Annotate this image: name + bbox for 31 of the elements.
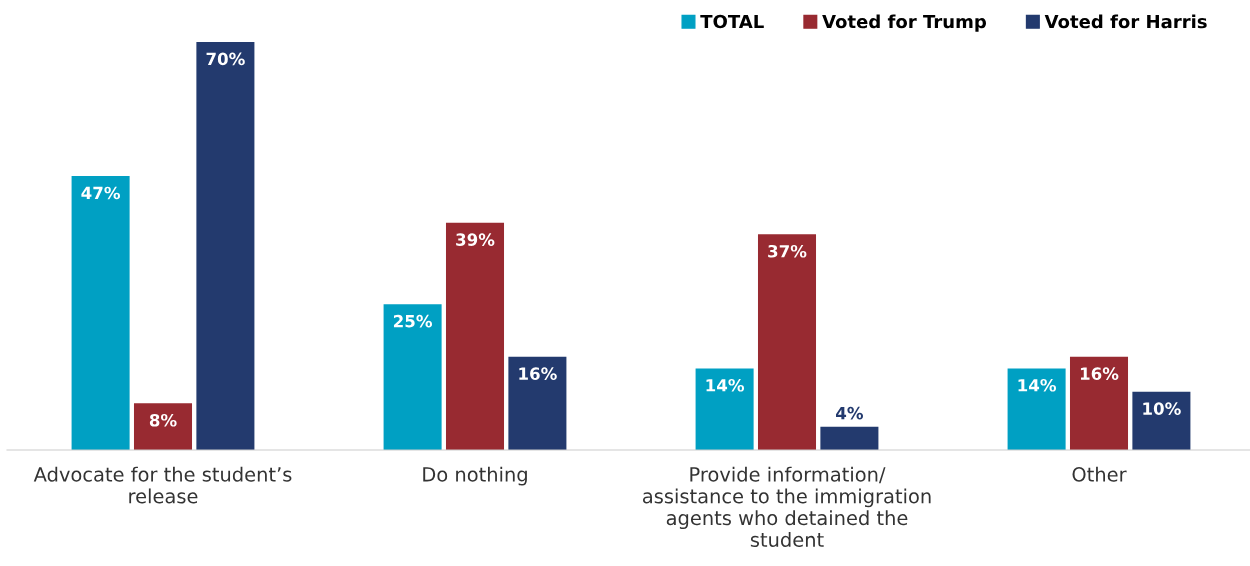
bar [1007,368,1066,450]
data-label: 14% [1018,378,1057,392]
bar [820,426,879,450]
data-label: 16% [1080,367,1119,380]
x-tick-label: Do nothing [423,466,527,486]
x-tick-label: Other [1072,466,1127,482]
legend-label: Voted for Trump [822,14,987,32]
bar [383,304,442,450]
bar [196,42,255,450]
data-label: 10% [1143,402,1181,415]
legend-label: TOTAL [700,14,764,29]
bar [71,176,130,450]
data-label: 39% [456,233,495,246]
data-label: 16% [519,367,557,380]
bar [445,222,505,450]
bar [1069,356,1129,450]
bar [757,234,817,450]
data-label: 70% [206,52,245,66]
legend-label: Voted for Harris [1044,14,1207,29]
bar [695,368,754,450]
bar [508,356,567,450]
data-label: 8% [149,413,177,427]
bar [133,403,193,450]
data-label: 14% [706,378,745,392]
data-label: 25% [393,314,433,328]
data-label: 47% [81,186,121,200]
data-label: 4% [836,406,864,420]
bar [1132,391,1191,450]
x-tick-label: Advocate for the student’s release [33,466,292,504]
x-tick-label: Provide information/ assistance to the immigration agents who detained the student [642,466,931,548]
data-label: 37% [768,244,807,258]
